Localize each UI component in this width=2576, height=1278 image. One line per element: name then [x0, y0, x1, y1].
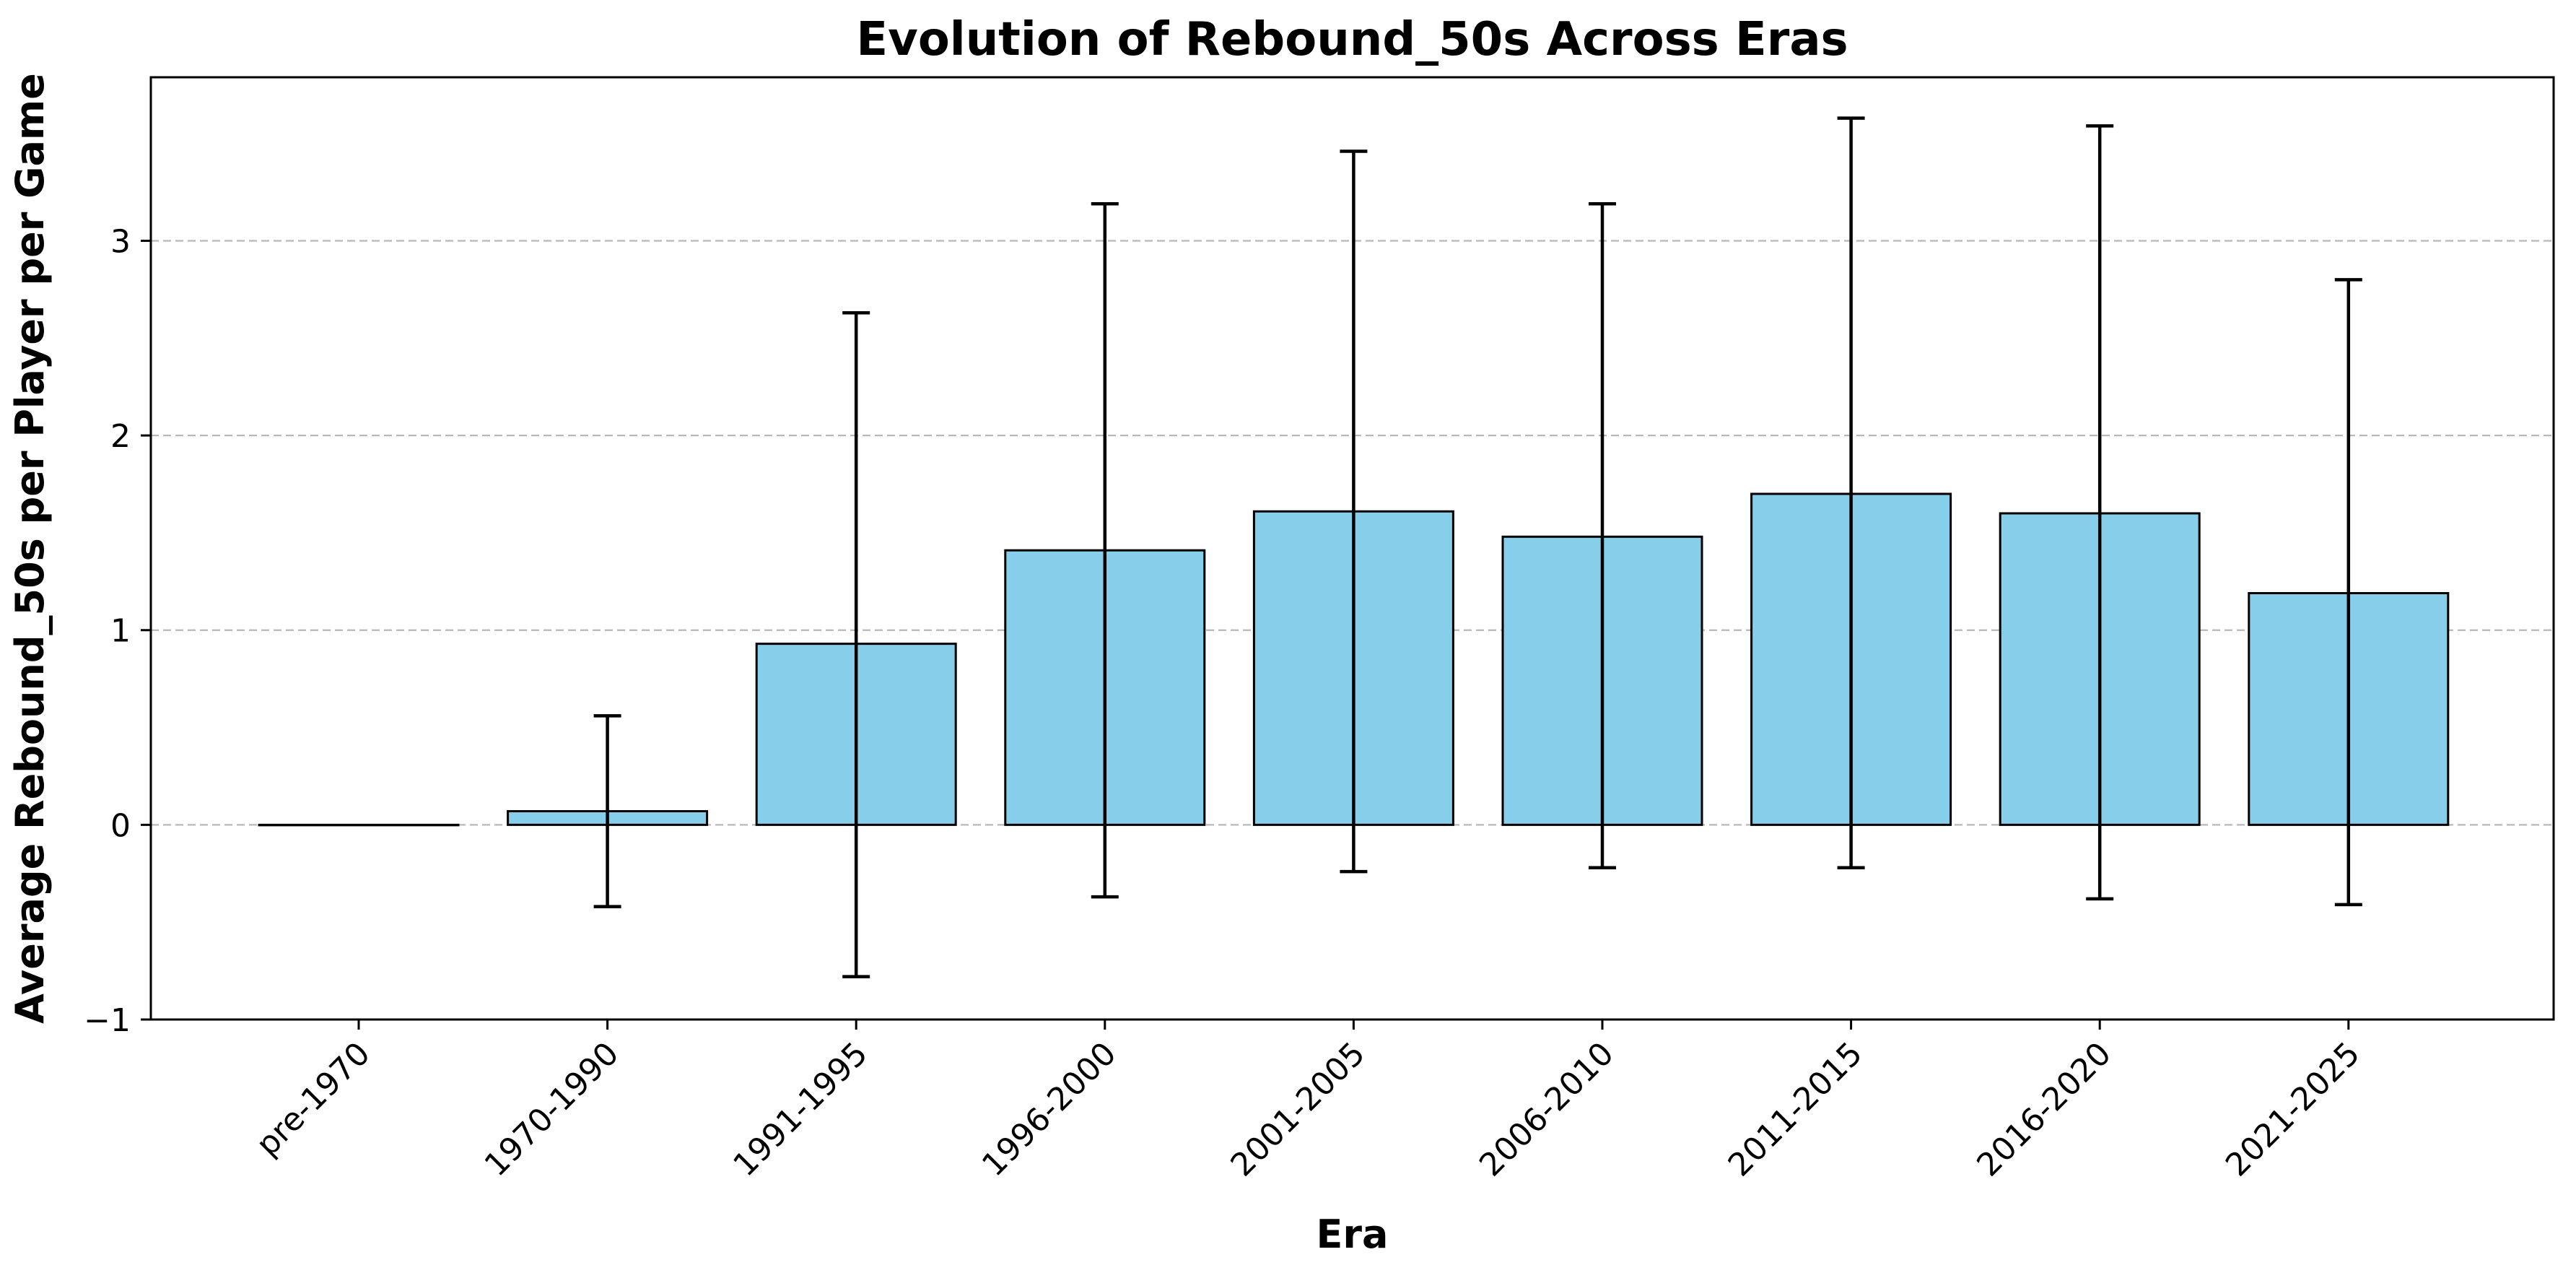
error-bars	[593, 116, 2362, 978]
error-bar	[593, 714, 621, 908]
y-tick-label: 2	[110, 418, 131, 455]
error-bar	[2334, 278, 2362, 907]
error-bar	[1340, 149, 1368, 874]
plot-frame	[149, 76, 2555, 1021]
error-bar	[1837, 116, 1865, 869]
chart-title: Evolution of Rebound_50s Across Eras	[856, 13, 1848, 66]
y-tick-label: 3	[110, 223, 131, 260]
y-tick-label: 1	[110, 613, 131, 650]
y-tick-label: −1	[84, 1002, 131, 1039]
y-axis-label: Average Rebound_50s per Player per Game	[7, 73, 53, 1024]
error-bar	[842, 311, 870, 978]
y-tick-label: 0	[110, 807, 131, 844]
error-bar	[1091, 202, 1119, 899]
y-ticks: −1 0 1 2 3	[84, 223, 151, 1039]
error-bar	[2086, 124, 2114, 901]
x-axis-label: Era	[1317, 1212, 1389, 1257]
error-bar	[1589, 202, 1616, 869]
